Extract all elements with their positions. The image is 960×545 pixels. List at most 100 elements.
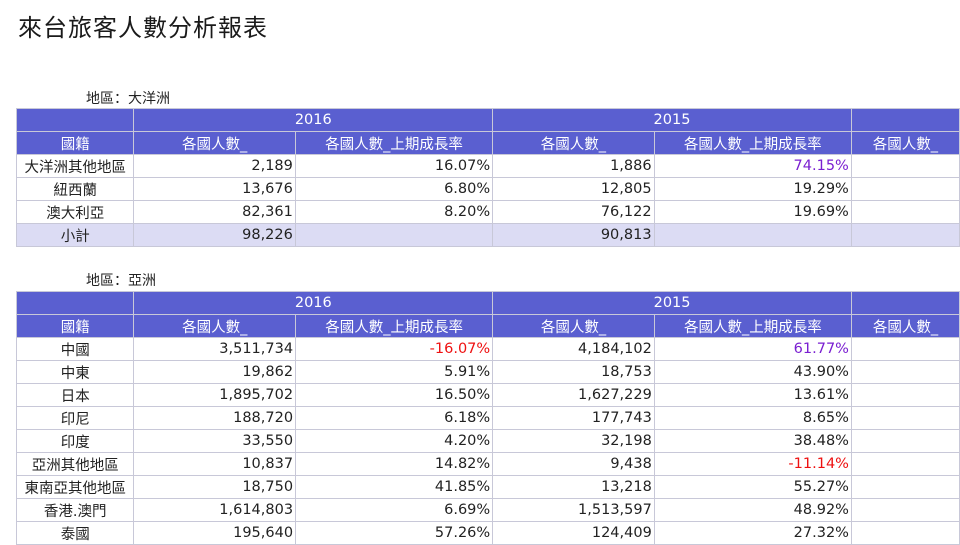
growth-cell: 6.18% bbox=[295, 406, 494, 430]
growth-cell: 4.20% bbox=[295, 429, 494, 453]
visitors-cell: 12,805 bbox=[492, 177, 655, 201]
column-header-growth[interactable]: 各國人數_上期成長率 bbox=[653, 314, 852, 338]
growth-cell: -11.14% bbox=[653, 452, 852, 476]
visitors-cell: 18,750 bbox=[133, 475, 297, 499]
next-year-cell bbox=[850, 337, 960, 361]
page-title: 來台旅客人數分析報表 bbox=[18, 14, 268, 42]
growth-cell: -16.07% bbox=[295, 337, 494, 361]
column-header-growth[interactable]: 各國人數_上期成長率 bbox=[294, 131, 494, 155]
country-cell: 印尼 bbox=[15, 406, 135, 430]
growth-cell: 8.20% bbox=[294, 200, 494, 224]
country-cell: 亞洲其他地區 bbox=[15, 452, 135, 476]
region-label: 地區：大洋洲 bbox=[86, 91, 170, 107]
visitors-cell: 10,837 bbox=[133, 452, 297, 476]
visitors-cell: 4,184,102 bbox=[492, 337, 655, 361]
subtotal-row: 小計 98,226 90,813 bbox=[15, 223, 960, 247]
table-row: 泰國 195,640 57.26% 124,409 27.32% bbox=[15, 521, 960, 545]
growth-cell: 14.82% bbox=[295, 452, 494, 476]
next-year-cell bbox=[850, 406, 960, 430]
growth-cell: 41.85% bbox=[295, 475, 494, 499]
visitors-cell: 33,550 bbox=[133, 429, 297, 453]
country-cell: 東南亞其他地區 bbox=[15, 475, 135, 499]
column-header-row: 國籍 各國人數_ 各國人數_上期成長率 各國人數_ 各國人數_上期成長率 各國人數_ bbox=[15, 314, 960, 338]
table-row: 香港.澳門 1,614,803 6.69% 1,513,597 48.92% bbox=[15, 498, 960, 522]
growth-cell: 48.92% bbox=[653, 498, 852, 522]
visitors-cell: 2,189 bbox=[133, 154, 296, 178]
country-cell: 大洋洲其他地區 bbox=[15, 154, 135, 178]
growth-cell: 16.07% bbox=[294, 154, 494, 178]
visitors-cell: 13,676 bbox=[133, 177, 296, 201]
column-header-visitors[interactable]: 各國人數_ bbox=[133, 314, 297, 338]
year-header: 2015 bbox=[492, 291, 852, 315]
column-header-visitors-next[interactable]: 各國人數_ bbox=[850, 314, 960, 338]
visitors-cell: 9,438 bbox=[492, 452, 655, 476]
visitors-cell: 82,361 bbox=[133, 200, 296, 224]
column-header-growth[interactable]: 各國人數_上期成長率 bbox=[295, 314, 494, 338]
year-header-next bbox=[850, 291, 960, 315]
country-cell: 泰國 bbox=[15, 521, 135, 545]
year-header: 2016 bbox=[133, 291, 494, 315]
visitors-cell: 1,614,803 bbox=[133, 498, 297, 522]
growth-cell: 19.69% bbox=[653, 200, 852, 224]
growth-cell: 5.91% bbox=[295, 360, 494, 384]
table-row: 日本 1,895,702 16.50% 1,627,229 13.61% bbox=[15, 383, 960, 407]
next-year-cell bbox=[850, 521, 960, 545]
next-year-cell bbox=[850, 177, 960, 201]
next-year-cell bbox=[850, 200, 960, 224]
growth-cell: 6.80% bbox=[294, 177, 494, 201]
column-header-visitors[interactable]: 各國人數_ bbox=[133, 131, 296, 155]
column-header-growth[interactable]: 各國人數_上期成長率 bbox=[653, 131, 852, 155]
column-header-row: 國籍 各國人數_ 各國人數_上期成長率 各國人數_ 各國人數_上期成長率 各國人數_ bbox=[15, 131, 960, 155]
country-cell: 香港.澳門 bbox=[15, 498, 135, 522]
year-header: 2015 bbox=[492, 108, 852, 132]
visitors-cell: 3,511,734 bbox=[133, 337, 297, 361]
visitors-cell: 1,886 bbox=[492, 154, 655, 178]
visitors-cell: 1,895,702 bbox=[133, 383, 297, 407]
visitors-cell: 32,198 bbox=[492, 429, 655, 453]
column-header-visitors-next[interactable]: 各國人數_ bbox=[850, 131, 960, 155]
table-row: 大洋洲其他地區 2,189 16.07% 1,886 74.15% bbox=[15, 154, 960, 178]
column-header-visitors[interactable]: 各國人數_ bbox=[492, 131, 655, 155]
header-corner bbox=[15, 291, 135, 315]
visitors-cell: 188,720 bbox=[133, 406, 297, 430]
country-cell: 小計 bbox=[15, 223, 135, 247]
growth-cell: 8.65% bbox=[653, 406, 852, 430]
visitors-cell: 76,122 bbox=[492, 200, 655, 224]
country-cell: 中東 bbox=[15, 360, 135, 384]
growth-cell: 6.69% bbox=[295, 498, 494, 522]
year-header-row: 2016 2015 bbox=[15, 108, 960, 132]
growth-cell: 55.27% bbox=[653, 475, 852, 499]
growth-cell bbox=[653, 223, 852, 247]
visitors-cell: 195,640 bbox=[133, 521, 297, 545]
country-cell: 紐西蘭 bbox=[15, 177, 135, 201]
column-header-country[interactable]: 國籍 bbox=[15, 314, 135, 338]
growth-cell: 43.90% bbox=[653, 360, 852, 384]
table-row: 印度 33,550 4.20% 32,198 38.48% bbox=[15, 429, 960, 453]
report-table: 2016 2015 國籍 各國人數_ 各國人數_上期成長率 各國人數_ 各國人數_上期成長率… bbox=[15, 108, 960, 247]
visitors-cell: 177,743 bbox=[492, 406, 655, 430]
column-header-visitors[interactable]: 各國人數_ bbox=[492, 314, 655, 338]
column-header-country[interactable]: 國籍 bbox=[15, 131, 135, 155]
region-label: 地區：亞洲 bbox=[86, 273, 156, 289]
table-row: 印尼 188,720 6.18% 177,743 8.65% bbox=[15, 406, 960, 430]
country-cell: 日本 bbox=[15, 383, 135, 407]
table-row: 亞洲其他地區 10,837 14.82% 9,438 -11.14% bbox=[15, 452, 960, 476]
year-header-next bbox=[850, 108, 960, 132]
visitors-cell: 1,513,597 bbox=[492, 498, 655, 522]
growth-cell bbox=[294, 223, 494, 247]
visitors-cell: 1,627,229 bbox=[492, 383, 655, 407]
next-year-cell bbox=[850, 475, 960, 499]
table-row: 澳大利亞 82,361 8.20% 76,122 19.69% bbox=[15, 200, 960, 224]
next-year-cell bbox=[850, 154, 960, 178]
visitors-cell: 90,813 bbox=[492, 223, 655, 247]
growth-cell: 61.77% bbox=[653, 337, 852, 361]
growth-cell: 57.26% bbox=[295, 521, 494, 545]
next-year-cell bbox=[850, 452, 960, 476]
next-year-cell bbox=[850, 223, 960, 247]
year-header: 2016 bbox=[133, 108, 494, 132]
country-cell: 印度 bbox=[15, 429, 135, 453]
next-year-cell bbox=[850, 498, 960, 522]
visitors-cell: 18,753 bbox=[492, 360, 655, 384]
growth-cell: 19.29% bbox=[653, 177, 852, 201]
visitors-cell: 124,409 bbox=[492, 521, 655, 545]
